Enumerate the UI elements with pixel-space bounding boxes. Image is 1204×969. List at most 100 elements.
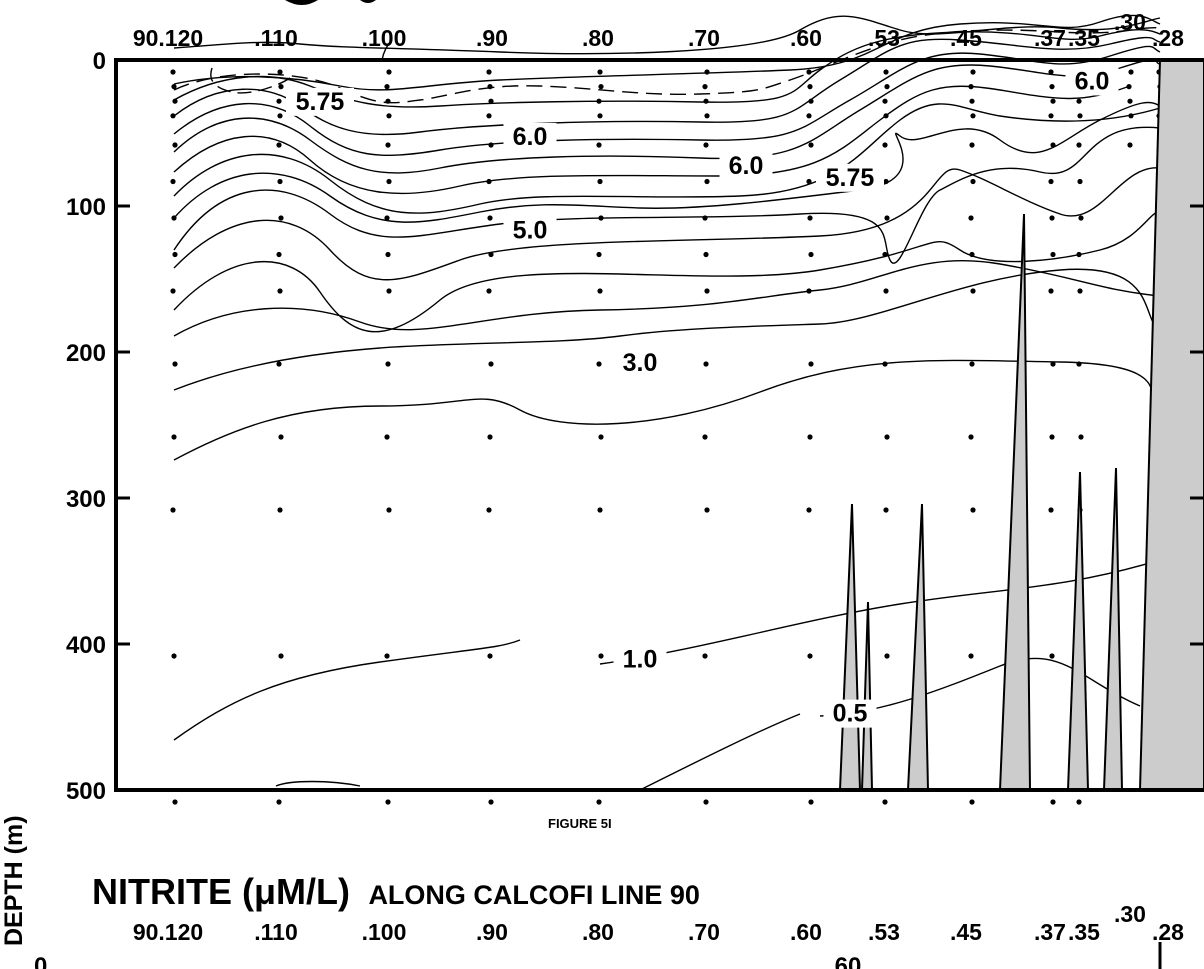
sample-point — [1048, 178, 1054, 185]
sample-point — [277, 69, 283, 75]
sample-point — [170, 507, 176, 513]
station-label: .28 — [1152, 919, 1184, 945]
station-label: .60 — [790, 919, 822, 945]
contour-value-label: 6.0 — [1075, 67, 1110, 95]
sample-point — [806, 113, 812, 119]
sample-point — [172, 251, 178, 258]
sample-point — [1077, 288, 1083, 294]
cropped-title-fragment — [285, 0, 376, 5]
sample-point — [808, 799, 814, 805]
sample-point — [488, 361, 494, 367]
sample-point — [883, 507, 889, 513]
sample-point — [596, 142, 602, 148]
station-label: .110 — [254, 919, 298, 945]
sample-point — [276, 251, 282, 258]
contour-value-label: 3.0 — [623, 349, 658, 377]
sample-point — [172, 361, 178, 367]
sample-point — [970, 69, 976, 75]
station-labels: 90.120.110.100.90.80.70.60.53.45.37.35.3… — [133, 9, 1184, 51]
sample-point — [702, 653, 708, 659]
sample-point — [808, 361, 814, 367]
sample-point — [702, 434, 708, 440]
contour-line — [173, 211, 1161, 333]
seamount-5 — [1066, 471, 1090, 791]
sample-point — [704, 69, 710, 75]
plot-area: 5.75 6.0 6.0 5.75 6.0 5.0 3.0 1.0 0.5 — [114, 14, 1204, 805]
contour-value-label: 5.75 — [826, 164, 875, 192]
sample-point — [883, 288, 889, 294]
bottom-title-main: NITRITE (μM/L) — [92, 871, 350, 912]
station-label: .35 — [1068, 919, 1100, 945]
station-label: .100 — [362, 919, 407, 945]
sample-point — [386, 69, 392, 75]
sample-point — [276, 142, 282, 148]
sample-point — [278, 215, 284, 221]
sample-point — [968, 215, 974, 221]
sample-point — [1050, 98, 1056, 104]
sample-point — [597, 178, 603, 185]
top-panel: 90.120.110.100.90.80.70.60.53.45.37.35.3… — [66, 0, 1204, 831]
sample-point — [277, 507, 283, 513]
contour-label-bg — [503, 122, 557, 151]
sample-point — [278, 434, 284, 440]
contour-line — [275, 780, 361, 787]
y-axis-title: DEPTH (m) — [0, 815, 28, 946]
sample-point — [884, 84, 890, 90]
sample-point — [704, 288, 710, 294]
contour-line — [173, 103, 1161, 214]
bottom-partial-station: .60 — [828, 953, 861, 969]
depth-tick-label: 200 — [66, 340, 106, 367]
sample-point — [883, 69, 889, 75]
sample-point — [1128, 69, 1134, 75]
sample-point — [384, 215, 390, 221]
sample-point — [487, 434, 493, 440]
sample-point — [1077, 113, 1083, 119]
sample-point — [170, 178, 176, 185]
sample-point — [969, 361, 975, 367]
sample-point — [276, 361, 282, 367]
bottom-partial-depth: 0 — [34, 953, 47, 969]
contour-line — [173, 559, 1161, 741]
sample-point — [704, 507, 710, 513]
contour-line — [173, 268, 1161, 391]
station-label: .100 — [362, 25, 407, 51]
sample-point — [384, 653, 390, 659]
contour-line — [173, 101, 1161, 223]
sample-point — [1127, 98, 1133, 104]
contour-label-bg — [1065, 67, 1119, 96]
sample-point — [597, 69, 603, 75]
depth-labels: 0 100 200 300 400 500 — [66, 48, 106, 805]
sample-point — [385, 361, 391, 367]
contour-line — [210, 67, 291, 94]
sample-point — [487, 215, 493, 221]
sample-point — [1048, 113, 1054, 119]
sample-point — [807, 434, 813, 440]
sample-point — [968, 653, 974, 659]
sample-point — [806, 507, 812, 513]
seamount-6 — [1102, 467, 1124, 791]
sample-point — [704, 178, 710, 185]
plot-frame — [114, 58, 1204, 792]
sample-point — [807, 653, 813, 659]
sample-point — [172, 98, 178, 104]
contour-line — [173, 85, 1131, 195]
sample-point — [970, 178, 976, 185]
station-label: .80 — [582, 25, 614, 51]
figure-caption: FIGURE 5I — [548, 816, 612, 831]
sample-point — [1076, 142, 1082, 148]
seamount-2 — [860, 601, 874, 791]
sample-point — [276, 98, 282, 104]
sample-point — [806, 178, 812, 185]
contour-label-bg — [719, 152, 773, 181]
sample-point — [807, 215, 813, 221]
sample-point — [1076, 98, 1082, 104]
sample-point — [385, 142, 391, 148]
sample-point — [969, 799, 975, 805]
contour-label-bg — [613, 645, 667, 674]
sample-point — [488, 98, 494, 104]
station-label: .90 — [476, 25, 508, 51]
contour-line — [173, 27, 1161, 104]
contour-line — [173, 45, 1161, 157]
sample-point — [486, 69, 492, 75]
sample-point — [884, 215, 890, 221]
